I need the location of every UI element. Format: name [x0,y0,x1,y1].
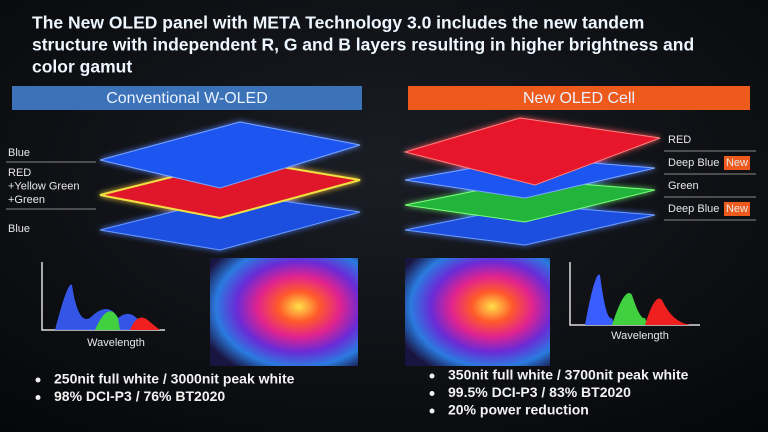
spectrum-red [130,317,160,330]
bullet-dot [429,408,435,414]
right-layers [403,117,661,246]
layer-label: RED [668,134,691,146]
axis-label: Wavelength [611,330,669,342]
layer-label: Deep Blue [668,203,719,215]
bullet-text: 20% power reduction [448,402,589,418]
layer-label: Deep Blue [668,157,719,169]
spectrum-green [95,311,120,330]
right-spectrum: Wavelength [569,262,700,342]
layer-label: +Green [8,194,45,206]
badge-text: New [726,157,748,169]
bullet-dot [35,395,41,400]
spectrum-green [612,293,648,325]
title-line: color gamut [32,57,132,77]
new-badge [724,202,750,216]
title: The New OLED panel with META Technology … [32,13,694,77]
layer-label: Blue [8,223,30,235]
left-header: Conventional W-OLED [106,90,268,107]
new-badge [724,156,750,170]
right-bullets: 350nit full white / 3700nit peak white99… [429,367,689,418]
axis-label: Wavelength [87,337,145,349]
badge-text: New [726,203,748,215]
bullet-text: 350nit full white / 3700nit peak white [448,367,689,383]
right-header: New OLED Cell [523,90,635,107]
bullet-dot [429,373,435,379]
layer [403,117,661,186]
right-layer-labels: RED Deep Blue New Green Deep Blue New [664,134,756,221]
layer-label: Blue [8,147,30,159]
bullet-text: 250nit full white / 3000nit peak white [54,371,295,387]
left-spectrum: Wavelength [41,262,165,349]
spectrum-curve [55,284,160,330]
spectrum-blue [585,274,614,325]
sample-image [210,258,358,366]
left-layer-labels: Blue RED+Yellow Green +Green Blue [6,147,96,235]
title-line: structure with independent R, G and B la… [32,35,694,55]
layer-label: RED [8,167,31,179]
left-bullets: 250nit full white / 3000nit peak white98… [35,371,295,404]
right-header-bar [408,86,750,110]
layer-label: Green [668,180,699,192]
bullet-dot [429,391,435,396]
sample-image [405,258,550,366]
bullet-text: 99.5% DCI-P3 / 83% BT2020 [448,384,631,400]
spectrum-red [645,298,690,325]
layer [99,121,361,189]
left-header-bar [12,86,362,110]
bullet-dot [35,377,41,383]
left-layers [99,121,361,251]
bullet-text: 98% DCI-P3 / 76% BT2020 [54,388,225,404]
layer-label: +Yellow Green [8,180,79,192]
title-line: The New OLED panel with META Technology … [32,13,644,33]
